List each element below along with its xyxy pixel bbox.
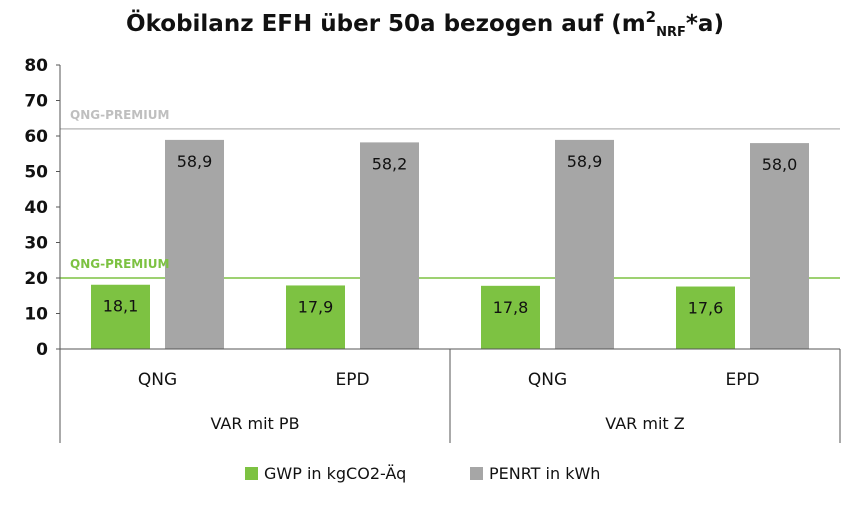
bar-gwp: [286, 285, 345, 349]
legend-penrt-label: PENRT in kWh: [489, 464, 600, 483]
bar-gwp: [676, 286, 735, 349]
title-main: Ökobilanz EFH über 50a bezogen auf (m: [126, 9, 646, 37]
y-tick-label: 30: [24, 234, 48, 254]
x-group-label: VAR mit Z: [605, 414, 684, 433]
x-category-label: QNG: [528, 370, 567, 390]
bar-penrt: [555, 139, 614, 349]
data-label-gwp: 18,1: [103, 297, 139, 316]
reference-line-label: QNG-PREMIUM: [70, 108, 169, 122]
y-tick-label: 50: [24, 163, 48, 183]
title-sup: 2: [646, 8, 656, 26]
y-tick-label: 70: [24, 92, 48, 112]
bar-penrt: [750, 143, 809, 349]
x-category-label: EPD: [725, 370, 759, 390]
bar-gwp: [481, 285, 540, 349]
plot-area: 0 10 20 30 40 50 60 70 80 18,1 58,9 17,9 58,2 17,8 58,…: [24, 56, 841, 483]
data-label-gwp: 17,6: [688, 299, 724, 318]
data-label-penrt: 58,9: [177, 152, 213, 171]
x-category-label: QNG: [138, 370, 177, 390]
y-tick-label: 40: [24, 198, 48, 218]
data-label-penrt: 58,9: [567, 152, 603, 171]
reference-line-label: QNG-PREMIUM: [70, 257, 169, 271]
bar-gwp: [91, 284, 150, 349]
y-tick-label: 20: [24, 269, 48, 289]
x-group-label: VAR mit PB: [210, 414, 299, 433]
chart-title: Ökobilanz EFH über 50a bezogen auf (m2NR…: [126, 8, 724, 40]
data-label-gwp: 17,8: [493, 298, 529, 317]
title-end: *a): [686, 11, 724, 37]
y-tick-label: 10: [24, 305, 48, 325]
data-label-gwp: 17,9: [298, 297, 334, 316]
legend-penrt-swatch: [470, 467, 483, 480]
title-sub: NRF: [656, 25, 686, 40]
legend-gwp-label: GWP in kgCO2-Äq: [264, 464, 406, 483]
legend-gwp-swatch: [245, 467, 258, 480]
y-tick-label: 0: [36, 340, 48, 360]
bar-penrt: [165, 139, 224, 349]
y-tick-label: 80: [24, 56, 48, 76]
bar-penrt: [360, 142, 419, 349]
x-category-label: EPD: [335, 370, 369, 390]
data-label-penrt: 58,2: [372, 154, 408, 173]
y-tick-label: 60: [24, 127, 48, 147]
data-label-penrt: 58,0: [762, 155, 798, 174]
